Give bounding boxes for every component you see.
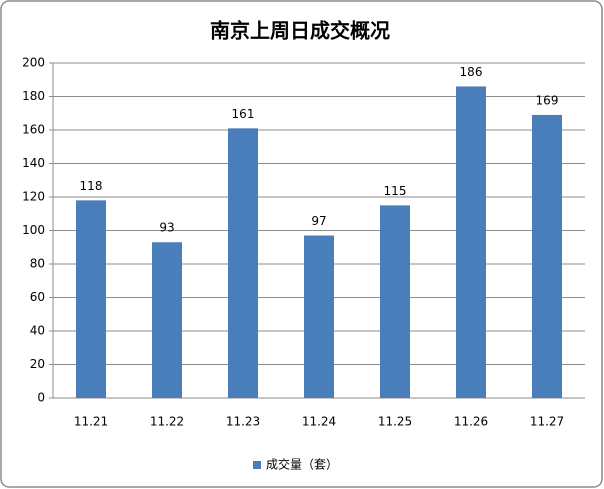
bar	[380, 205, 410, 398]
data-label: 161	[232, 107, 255, 121]
bar	[456, 86, 486, 398]
y-tick-label: 80	[30, 257, 45, 271]
data-label: 118	[80, 179, 103, 193]
chart-title: 南京上周日成交概况	[210, 19, 390, 43]
bar	[152, 242, 182, 398]
y-tick-label: 0	[37, 391, 45, 405]
data-label: 93	[159, 221, 174, 235]
y-tick-label: 200	[22, 56, 45, 70]
bar	[532, 114, 562, 399]
y-tick-label: 160	[22, 123, 45, 137]
bar	[304, 235, 334, 398]
y-tick-label: 60	[30, 290, 45, 304]
x-tick-label: 11.24	[302, 415, 336, 429]
bar	[76, 200, 106, 398]
data-label: 97	[311, 214, 326, 228]
legend-label: 成交量（套）	[266, 457, 338, 472]
data-label: 186	[460, 65, 483, 79]
x-tick-label: 11.21	[74, 415, 108, 429]
x-tick-label: 11.25	[378, 415, 412, 429]
x-tick-label: 11.26	[454, 415, 488, 429]
y-tick-label: 120	[22, 190, 45, 204]
data-label: 169	[536, 93, 559, 107]
x-tick-label: 11.23	[226, 415, 260, 429]
bar	[228, 128, 258, 398]
y-tick-label: 140	[22, 156, 45, 170]
y-tick-label: 40	[30, 324, 45, 338]
data-label: 115	[384, 184, 407, 198]
y-tick-label: 20	[30, 357, 45, 371]
y-tick-label: 180	[22, 89, 45, 103]
x-tick-label: 11.27	[530, 415, 564, 429]
x-tick-label: 11.22	[150, 415, 184, 429]
y-tick-label: 100	[22, 223, 45, 237]
legend-swatch	[253, 461, 261, 469]
